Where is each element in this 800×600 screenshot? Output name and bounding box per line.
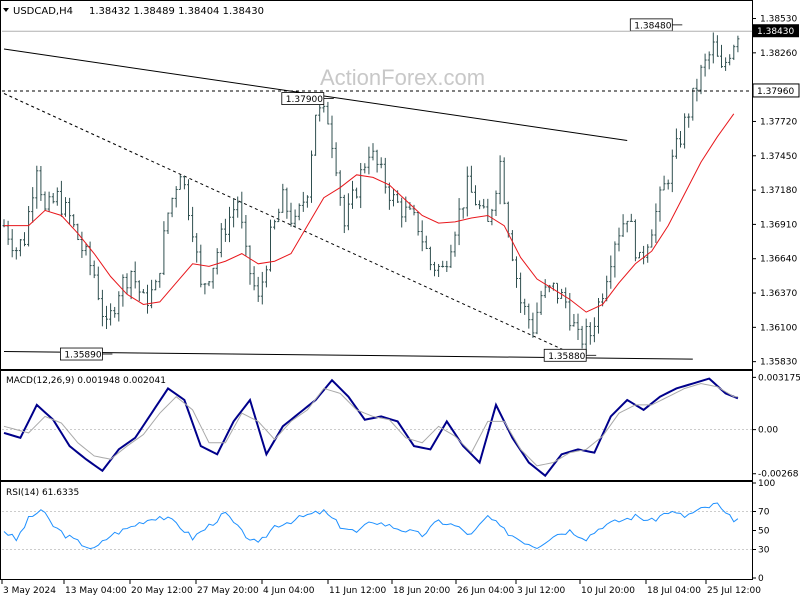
price-annotation-label: 1.35880 — [548, 352, 585, 362]
macd-title: MACD(12,26,9) 0.001948 0.002041 — [6, 376, 166, 386]
rsi-tick-label: 0 — [758, 574, 764, 584]
macd-signal-line — [3, 383, 738, 467]
price-tick-label: 1.37180 — [760, 186, 797, 196]
rsi-tick-label: 70 — [758, 508, 770, 518]
level-tag: 1.37960 — [757, 87, 794, 97]
x-tick-label: 4 Jun 04:00 — [263, 586, 315, 596]
x-tick-label: 11 Jun 12:00 — [329, 586, 386, 596]
price-tick-label: 1.38260 — [760, 49, 797, 59]
trendline — [3, 93, 571, 354]
x-tick-label: 26 Jun 04:00 — [457, 586, 514, 596]
price-tag-box — [753, 24, 799, 38]
price-annotation-label: 1.37900 — [286, 95, 323, 105]
symbol-label: USDCAD,H4 — [13, 6, 73, 17]
ohlc-label: 1.38432 1.38489 1.38404 1.38430 — [89, 6, 264, 17]
x-tick-label: 3 Jul 12:00 — [517, 586, 566, 596]
triangle-down-icon[interactable] — [3, 8, 9, 12]
x-tick-label: 18 Jul 04:00 — [647, 586, 701, 596]
rsi-tick-label: 50 — [758, 527, 770, 537]
rsi-tick-label: 100 — [758, 479, 775, 489]
x-tick-label: 25 Jul 12:00 — [707, 586, 761, 596]
price-annotation-label: 1.38480 — [634, 21, 671, 31]
macd-tick-label: 0.003175 — [758, 373, 800, 383]
price-tick-label: 1.36910 — [760, 220, 797, 230]
macd-panel — [0, 370, 753, 481]
x-tick-label: 20 May 12:00 — [131, 586, 193, 596]
price-tick-label: 1.36640 — [760, 255, 797, 265]
price-annotation-label: 1.35890 — [64, 351, 101, 361]
rsi-panel — [0, 481, 753, 580]
watermark: ActionForex.com — [320, 65, 485, 90]
x-tick-label: 3 May 2024 — [3, 586, 56, 596]
price-tick-label: 1.37720 — [760, 117, 797, 127]
macd-line — [3, 377, 739, 478]
rsi-tick-label: 30 — [758, 546, 770, 556]
x-tick-label: 18 Jun 20:00 — [393, 586, 450, 596]
price-panel — [0, 0, 753, 370]
price-tick-label: 1.37450 — [760, 152, 797, 162]
price-tick-label: 1.36370 — [760, 289, 797, 299]
x-tick-label: 27 May 20:00 — [197, 586, 259, 596]
price-tick-label: 1.36100 — [760, 323, 797, 333]
macd-tick-label: -0.00268 — [758, 470, 799, 480]
price-tag: 1.38430 — [757, 27, 794, 37]
macd-tick-label: 0.00 — [758, 426, 778, 436]
rsi-line — [3, 502, 739, 550]
moving-average-line — [4, 113, 735, 313]
price-tick-label: 1.35830 — [760, 358, 797, 368]
rsi-title: RSI(14) 61.6335 — [6, 488, 79, 498]
level-tag-box — [752, 83, 800, 98]
x-tick-label: 13 May 04:00 — [65, 586, 127, 596]
x-tick-label: 10 Jul 20:00 — [581, 586, 635, 596]
price-tick-label: 1.38530 — [760, 15, 797, 25]
